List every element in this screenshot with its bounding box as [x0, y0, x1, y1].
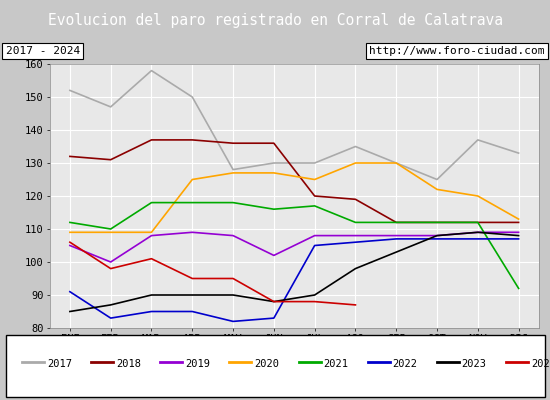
- Text: 2021: 2021: [323, 358, 348, 369]
- Text: 2022: 2022: [393, 358, 417, 369]
- Text: http://www.foro-ciudad.com: http://www.foro-ciudad.com: [369, 46, 544, 56]
- Text: 2024: 2024: [531, 358, 550, 369]
- Text: 2017 - 2024: 2017 - 2024: [6, 46, 80, 56]
- Text: 2020: 2020: [254, 358, 279, 369]
- Text: 2019: 2019: [185, 358, 210, 369]
- Text: Evolucion del paro registrado en Corral de Calatrava: Evolucion del paro registrado en Corral …: [47, 14, 503, 28]
- FancyBboxPatch shape: [6, 335, 544, 396]
- Text: 2017: 2017: [47, 358, 72, 369]
- Text: 2023: 2023: [461, 358, 487, 369]
- Text: 2018: 2018: [116, 358, 141, 369]
